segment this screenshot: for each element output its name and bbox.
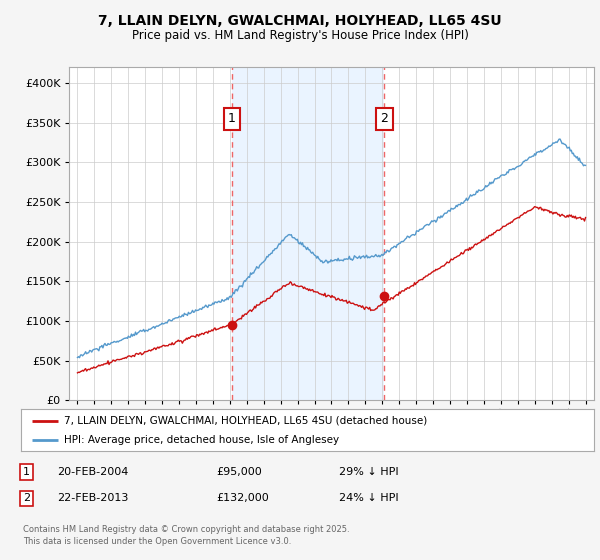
Text: 1: 1 xyxy=(228,112,236,125)
Text: Contains HM Land Registry data © Crown copyright and database right 2025.
This d: Contains HM Land Registry data © Crown c… xyxy=(23,525,349,546)
Text: 24% ↓ HPI: 24% ↓ HPI xyxy=(339,493,398,503)
Text: 2: 2 xyxy=(23,493,30,503)
Bar xyxy=(232,67,385,400)
Text: 20-FEB-2004: 20-FEB-2004 xyxy=(57,467,128,477)
Text: £95,000: £95,000 xyxy=(216,467,262,477)
Text: 1: 1 xyxy=(23,467,30,477)
Text: HPI: Average price, detached house, Isle of Anglesey: HPI: Average price, detached house, Isle… xyxy=(64,435,339,445)
Text: 7, LLAIN DELYN, GWALCHMAI, HOLYHEAD, LL65 4SU: 7, LLAIN DELYN, GWALCHMAI, HOLYHEAD, LL6… xyxy=(98,14,502,28)
Text: Price paid vs. HM Land Registry's House Price Index (HPI): Price paid vs. HM Land Registry's House … xyxy=(131,29,469,42)
Text: 7, LLAIN DELYN, GWALCHMAI, HOLYHEAD, LL65 4SU (detached house): 7, LLAIN DELYN, GWALCHMAI, HOLYHEAD, LL6… xyxy=(64,416,427,426)
Text: £132,000: £132,000 xyxy=(216,493,269,503)
Text: 22-FEB-2013: 22-FEB-2013 xyxy=(57,493,128,503)
Text: 29% ↓ HPI: 29% ↓ HPI xyxy=(339,467,398,477)
Text: 2: 2 xyxy=(380,112,388,125)
